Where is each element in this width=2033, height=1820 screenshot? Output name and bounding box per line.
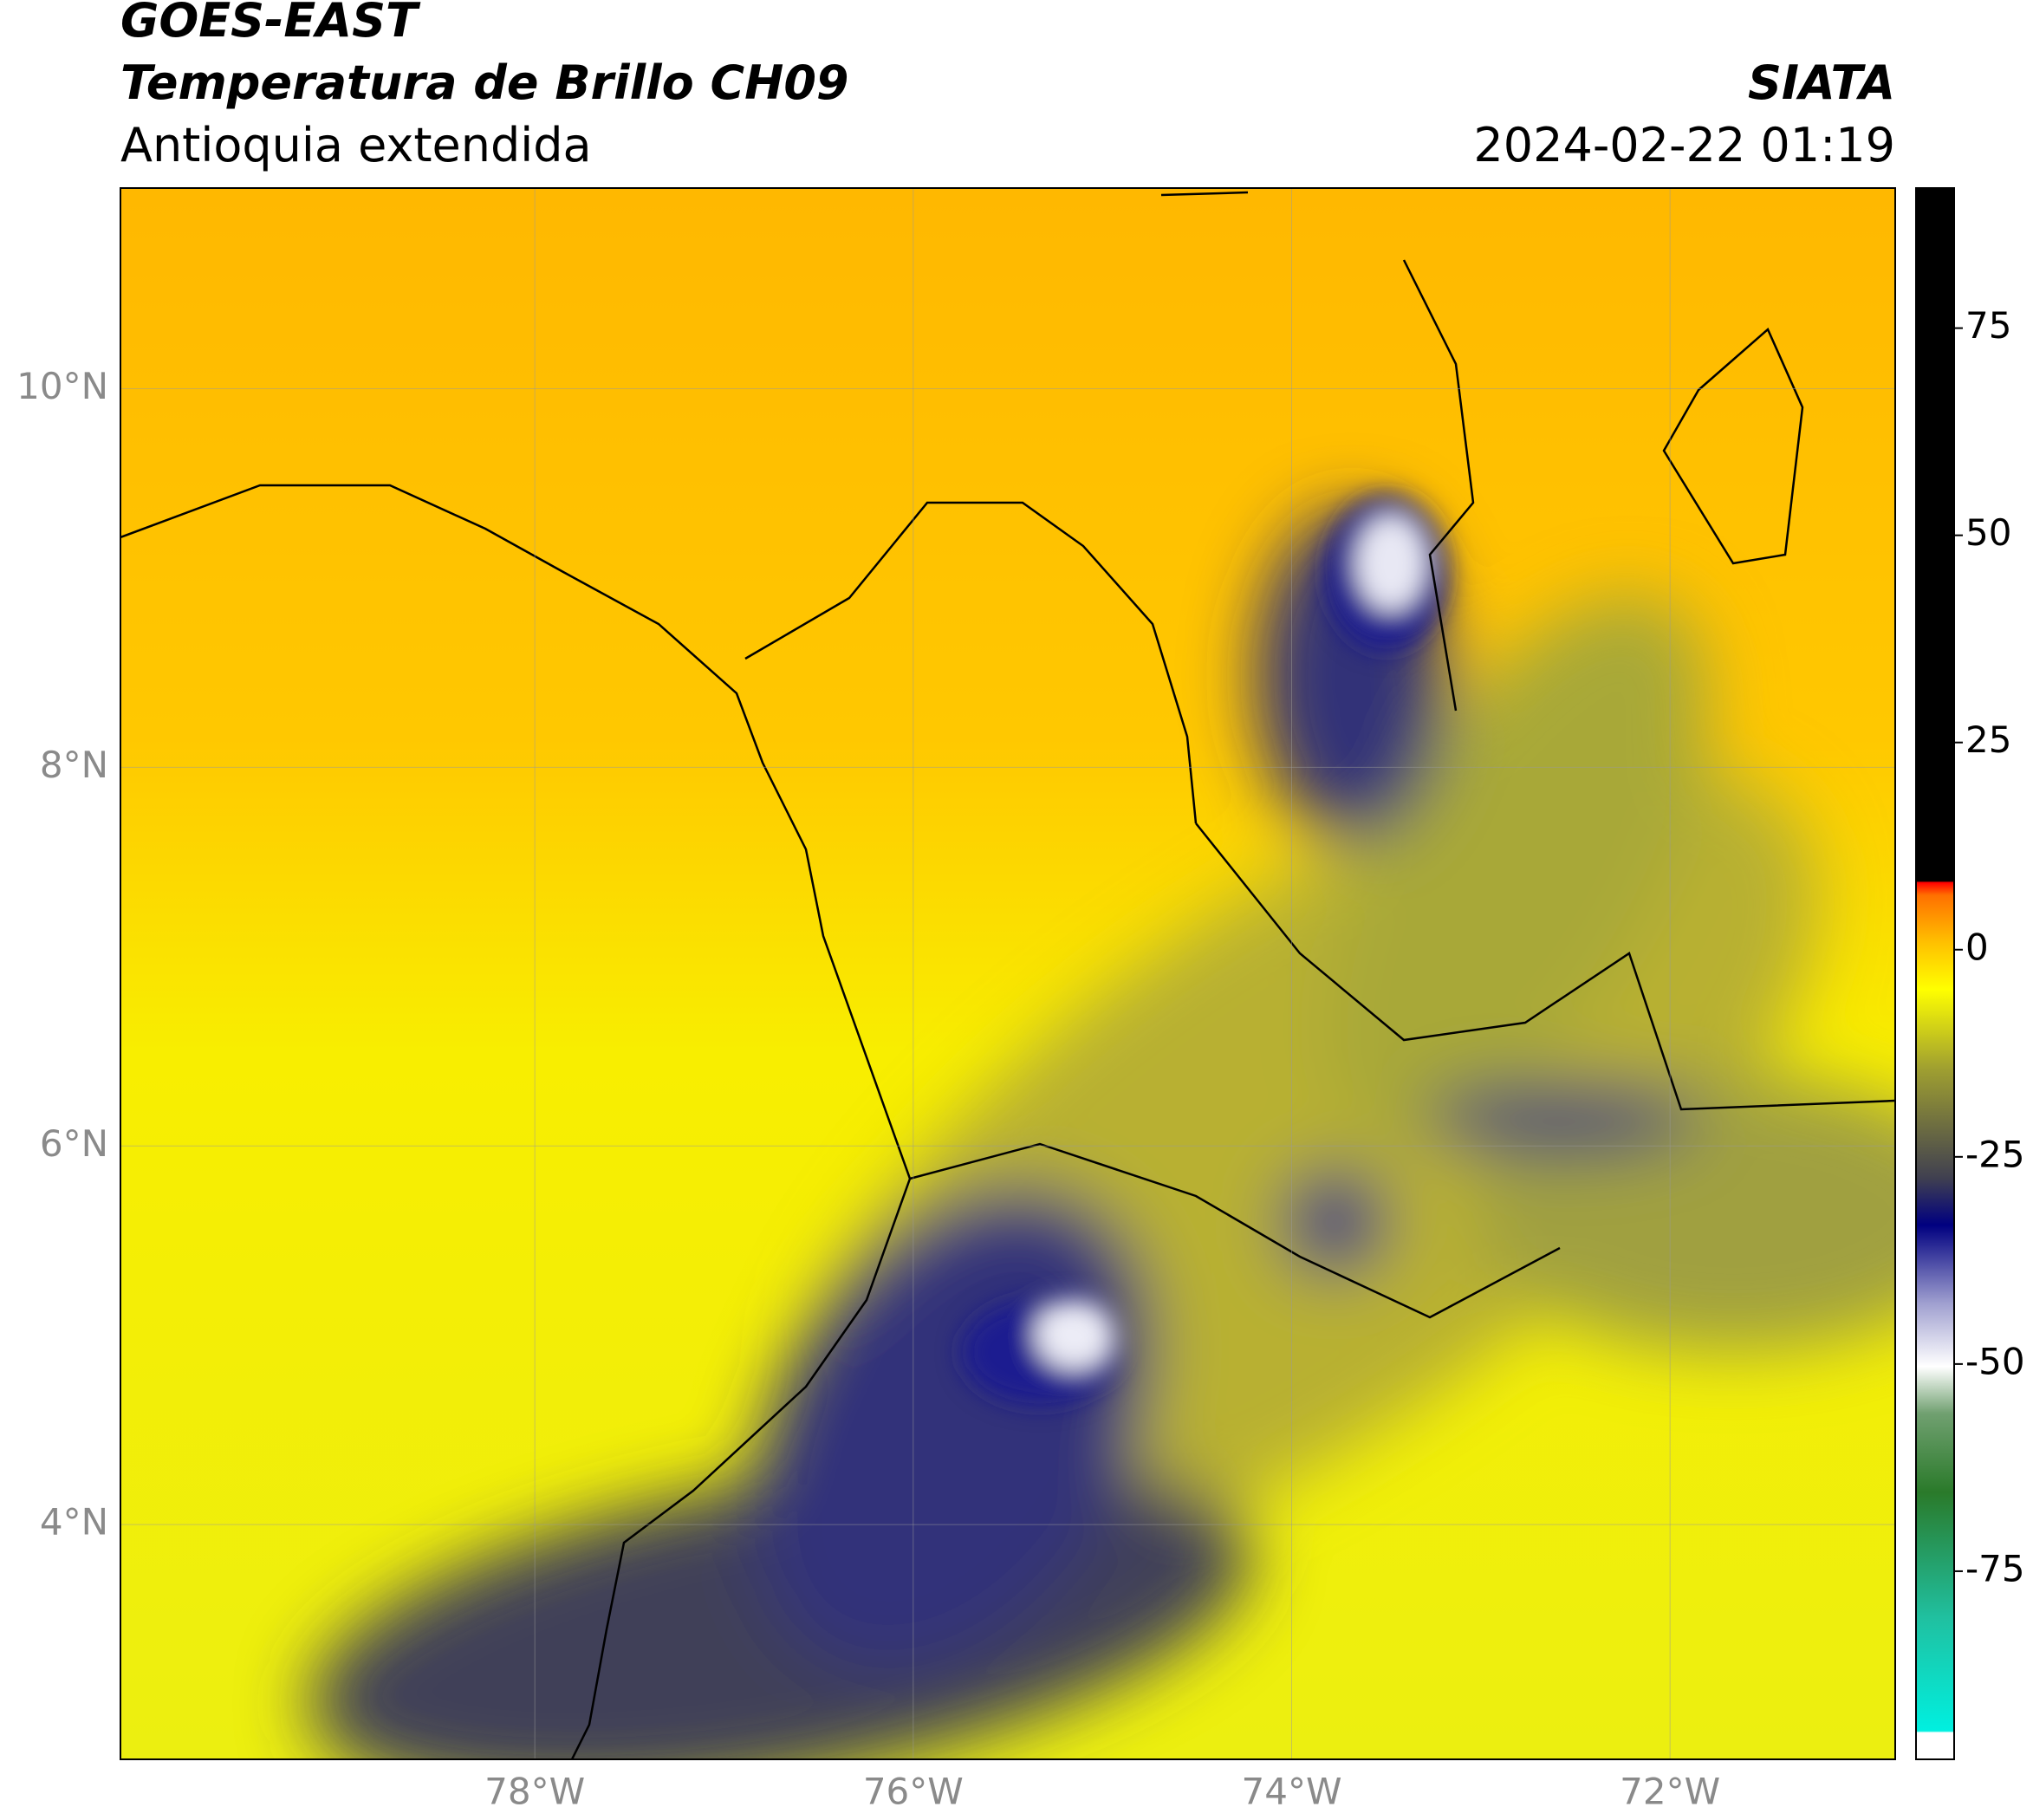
colorbar-tick-label: 25 — [1965, 718, 2011, 761]
timestamp: 2024-02-22 01:19 — [1473, 118, 1895, 172]
x-tick-label: 76°W — [863, 1771, 964, 1813]
map-frame — [120, 187, 1896, 1760]
agency: SIATA — [1748, 55, 1895, 110]
colorbar-tick-label: 50 — [1965, 511, 2011, 554]
y-tick-label: 4°N — [40, 1501, 108, 1544]
subtitle: Temperatura de Brillo CH09 — [120, 55, 849, 110]
y-tick-label: 6°N — [40, 1122, 108, 1165]
y-tick-label: 10°N — [16, 365, 108, 407]
colorbar — [1915, 187, 1955, 1760]
colorbar-tick-label: 75 — [1965, 304, 2011, 347]
colorbar-tick-label: 0 — [1965, 926, 1989, 968]
colorbar-tick-label: -75 — [1965, 1547, 2025, 1589]
region: Antioquia extendida — [120, 118, 592, 172]
satellite-image — [120, 188, 1895, 1759]
x-tick-label: 74°W — [1242, 1771, 1342, 1813]
colorbar-tick-label: -50 — [1965, 1340, 2025, 1382]
grid — [120, 188, 1895, 1759]
title: GOES-EAST — [120, 0, 421, 48]
colorbar-tick-label: -25 — [1965, 1133, 2025, 1175]
boundaries — [120, 191, 1895, 1759]
y-tick-label: 8°N — [40, 744, 108, 786]
x-tick-label: 78°W — [484, 1771, 585, 1813]
x-tick-label: 72°W — [1620, 1771, 1720, 1813]
